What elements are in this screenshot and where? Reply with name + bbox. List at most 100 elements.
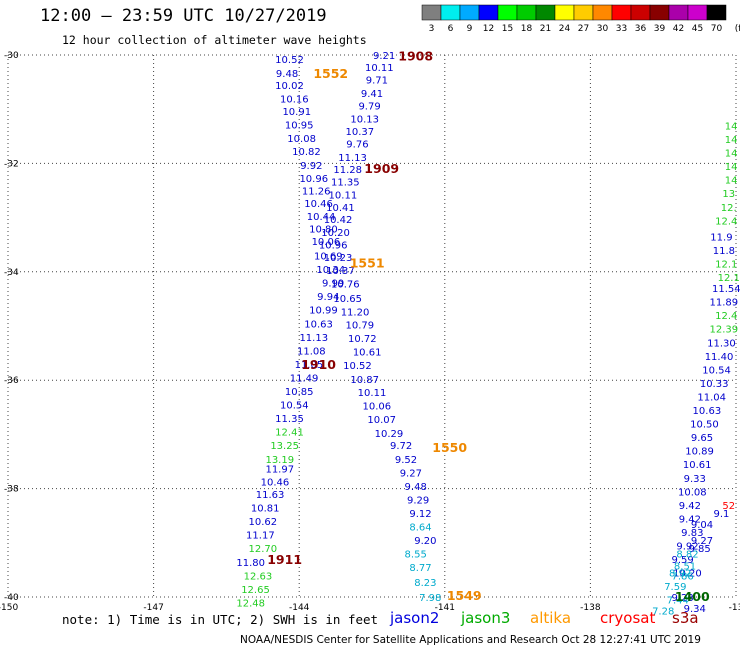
data-label-jason2: 11.9 <box>710 233 732 244</box>
data-label-jason2: 10.79 <box>346 320 375 331</box>
data-label-jason2: 11.80 <box>236 558 265 569</box>
colorbar-label: 12 <box>483 24 494 34</box>
data-label-jason2: 10.34 <box>316 265 345 276</box>
data-label-cryosat: 52 <box>722 501 735 512</box>
data-label-altika: 1551 <box>350 256 385 271</box>
data-label-jason2: 10.20 <box>321 228 350 239</box>
legend-s3a: s3a <box>672 609 699 627</box>
data-label-jason2: 9.1 <box>713 509 729 520</box>
colorbar-label: 9 <box>467 24 473 34</box>
data-label-jason2: 9.92 <box>676 542 698 553</box>
colorbar-swatch <box>459 4 480 21</box>
colorbar-swatch <box>687 4 708 21</box>
colorbar-label: (ft) <box>735 24 740 34</box>
data-label-jason2: 11.35 <box>331 177 360 188</box>
data-label-jason2: 10.13 <box>350 114 379 125</box>
data-label-jason2: 9.29 <box>407 495 429 506</box>
data-label-jason2: 9.72 <box>390 441 412 452</box>
data-label-jason2: 10.69 <box>314 252 343 263</box>
data-label-jason2: 10.42 <box>324 215 353 226</box>
data-label-jason2: 10.54 <box>280 401 309 412</box>
data-label-jason2: 10.63 <box>693 406 722 417</box>
colorbar-label: 70 <box>711 24 723 34</box>
data-label-jason3: 12.41 <box>275 428 304 439</box>
colorbar-swatch <box>668 4 689 21</box>
data-label-jason2: 10.96 <box>319 241 348 252</box>
data-label-jason2: 10.20 <box>673 569 702 580</box>
data-label-altika: 1552 <box>313 66 348 81</box>
data-label-jason2: 10.11 <box>329 190 358 201</box>
data-label-jason2: 10.37 <box>326 266 355 277</box>
data-label-jason2: 10.61 <box>683 460 712 471</box>
data-label-jason2: 10.06 <box>312 237 341 248</box>
data-label-jason2: 9.94 <box>317 292 339 303</box>
data-label-jason2: 9.27 <box>691 536 713 547</box>
data-label-jason2-light: 8.55 <box>405 550 427 561</box>
data-label-jason2: 10.95 <box>285 120 314 131</box>
data-label-jason2: 10.06 <box>363 402 392 413</box>
data-label-jason2: 9.48 <box>405 482 427 493</box>
data-label-jason2-light: 7.44 <box>667 596 689 607</box>
data-label-jason3: 14 <box>725 162 738 173</box>
data-label-jason2: 10.62 <box>248 517 277 528</box>
data-label-jason2-light: 8.51 <box>674 562 696 573</box>
data-label-jason2: 10.76 <box>331 280 360 291</box>
data-label-jason2: 9.92 <box>300 161 322 172</box>
data-label-jason2-light: 8.82 <box>676 550 698 561</box>
data-label-jason2: 9.34 <box>684 604 706 615</box>
data-label-jason2: 9.71 <box>366 75 388 86</box>
data-label-jason2: 10.07 <box>367 415 396 426</box>
data-label-s3a: 1908 <box>398 49 433 64</box>
data-label-jason2: 10.52 <box>275 55 304 66</box>
colorbar-swatch <box>421 4 442 21</box>
y-tick-label: -40 <box>4 593 19 603</box>
data-label-jason2-light: 7.98 <box>419 593 441 604</box>
y-tick-label: -36 <box>4 376 19 386</box>
colorbar-label: 18 <box>521 24 533 34</box>
colorbar-swatch <box>592 4 613 21</box>
colorbar-label: 30 <box>597 24 609 34</box>
data-label-jason2-light: 7.59 <box>664 582 686 593</box>
data-label-jason3: 12.1 <box>715 260 737 271</box>
data-label-jason2: 10.23 <box>324 253 353 264</box>
data-label-jason2: 9.20 <box>414 536 436 547</box>
chart-subtitle: 12 hour collection of altimeter wave hei… <box>62 33 367 47</box>
data-label-jason2: 10.80 <box>309 224 338 235</box>
colorbar-swatch <box>440 4 461 21</box>
legend-jason2: jason2 <box>390 609 440 627</box>
data-label-jason2: 10.91 <box>282 107 311 118</box>
data-label-jason2: 11.63 <box>256 490 285 501</box>
data-label-jason2: 9.23 <box>671 593 693 604</box>
legend-jason3: jason3 <box>461 609 511 627</box>
data-label-jason2: 10.82 <box>292 147 321 158</box>
data-label-jason3: 13.19 <box>265 455 294 466</box>
data-label-jason3: 14 <box>725 176 738 187</box>
colorbar-label: 24 <box>559 24 571 34</box>
data-label-jason2: 9.27 <box>400 468 422 479</box>
data-label-jason2: 9.99 <box>322 279 344 290</box>
data-label-jason2: 11.30 <box>707 338 736 349</box>
colorbar-swatch <box>478 4 499 21</box>
data-label-jason2: 11.54 <box>712 284 740 295</box>
data-label-jason2-light: 7.28 <box>652 607 674 618</box>
data-label-jason2: 11.05 <box>295 360 324 371</box>
data-label-jason2: 11.89 <box>710 298 739 309</box>
data-label-jason3: 13 <box>722 189 735 200</box>
colorbar-label: 6 <box>448 24 454 34</box>
data-label-jason2-light: 8.64 <box>409 523 431 534</box>
data-label-jason2: 11.08 <box>297 346 326 357</box>
data-label-jason2: 10.81 <box>251 504 280 515</box>
data-label-jason2: 9.41 <box>361 89 383 100</box>
y-tick-label: -30 <box>4 51 19 61</box>
colorbar-label: 21 <box>540 24 551 34</box>
y-tick-label: -38 <box>4 485 19 495</box>
data-label-jason3: 12.1 <box>718 273 740 284</box>
colorbar-label: 39 <box>654 24 666 34</box>
data-label-jason2: 11.35 <box>275 414 304 425</box>
data-label-jason2: 11.97 <box>265 465 294 476</box>
data-label-jason2: 9.04 <box>691 520 713 531</box>
colorbar-swatch <box>611 4 632 21</box>
colorbar-swatch <box>554 4 575 21</box>
data-label-jason2: 9.42 <box>679 501 701 512</box>
